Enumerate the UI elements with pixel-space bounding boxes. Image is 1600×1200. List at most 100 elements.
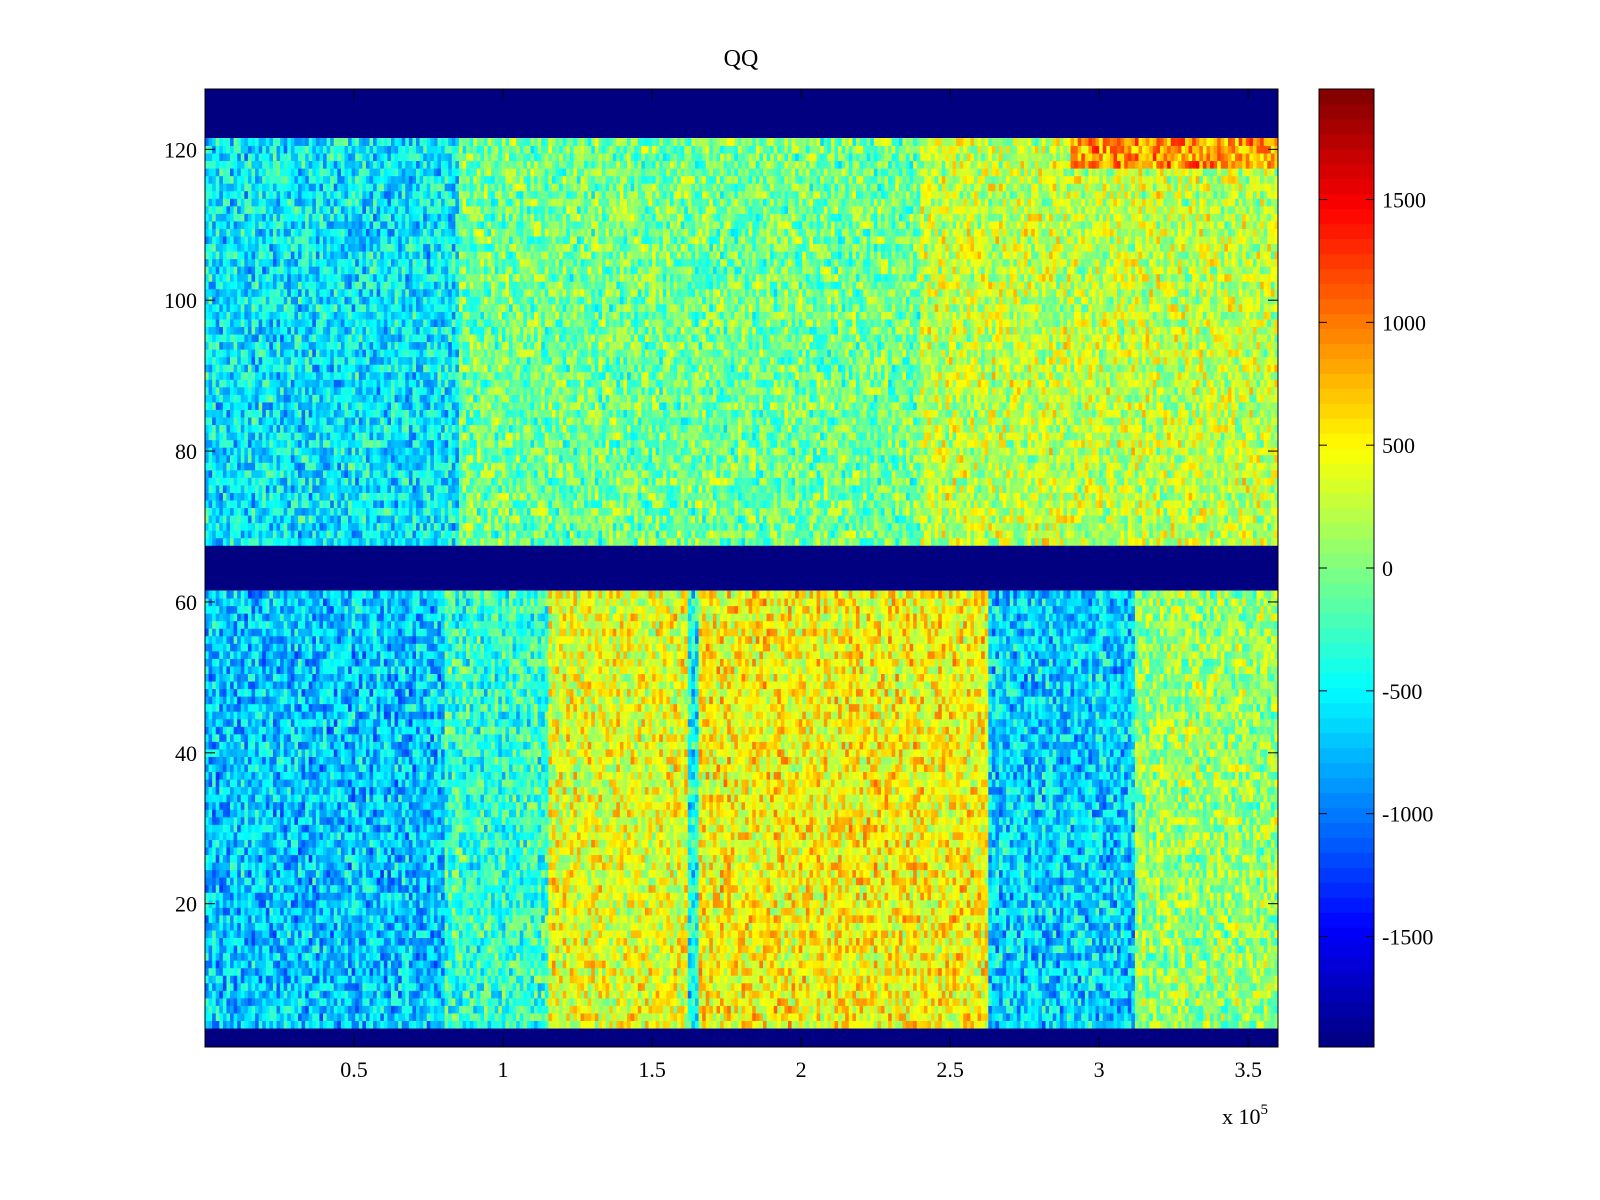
heatmap-cell	[258, 620, 263, 629]
heatmap-cell	[394, 741, 399, 750]
heatmap-cell	[476, 832, 481, 840]
heatmap-cell	[269, 711, 274, 720]
heatmap-cell	[251, 945, 256, 954]
heatmap-cell	[247, 598, 252, 607]
heatmap-cell	[412, 696, 417, 705]
heatmap-cell	[487, 854, 492, 863]
heatmap-cell	[305, 824, 310, 833]
heatmap-cell	[205, 590, 209, 599]
heatmap-cell	[240, 801, 245, 810]
heatmap-cell	[423, 681, 428, 690]
heatmap-cell	[315, 635, 320, 644]
heatmap-cell	[444, 711, 449, 720]
heatmap-cell	[351, 884, 356, 893]
heatmap-cell	[326, 914, 331, 923]
heatmap-cell	[233, 847, 238, 856]
heatmap-cell	[466, 794, 471, 803]
heatmap-cell	[390, 628, 395, 637]
heatmap-cell	[505, 809, 510, 818]
heatmap-cell	[326, 726, 331, 735]
heatmap-cell	[337, 771, 342, 780]
heatmap-cell	[244, 982, 249, 991]
heatmap-cell	[308, 726, 313, 735]
heatmap-cell	[423, 1013, 428, 1021]
heatmap-cell	[315, 922, 320, 931]
heatmap-cell	[355, 718, 360, 727]
heatmap-cell	[237, 922, 242, 931]
heatmap-cell	[473, 628, 478, 637]
heatmap-cell	[412, 605, 417, 614]
heatmap-cell	[355, 1005, 360, 1014]
heatmap-cell	[315, 673, 320, 682]
heatmap-cell	[226, 635, 231, 644]
heatmap-cell	[458, 847, 463, 856]
heatmap-cell	[476, 945, 481, 954]
heatmap-cell	[444, 613, 449, 622]
heatmap-cell	[222, 688, 227, 697]
heatmap-cell	[498, 960, 503, 969]
heatmap-cell	[401, 854, 406, 863]
heatmap-cell	[509, 922, 513, 931]
heatmap-cell	[337, 726, 342, 735]
heatmap-cell	[466, 809, 471, 818]
heatmap-cell	[276, 862, 281, 871]
heatmap-cell	[272, 990, 277, 999]
heatmap-cell	[491, 847, 496, 856]
heatmap-cell	[469, 862, 474, 871]
heatmap-cell	[430, 779, 435, 788]
heatmap-cell	[416, 605, 420, 614]
heatmap-cell	[412, 1005, 417, 1014]
heatmap-cell	[255, 613, 260, 622]
heatmap-cell	[355, 937, 360, 946]
heatmap-cell	[505, 862, 510, 871]
heatmap-cell	[247, 681, 252, 690]
heatmap-cell	[348, 982, 353, 991]
heatmap-cell	[269, 703, 274, 712]
heatmap-cell	[355, 862, 360, 871]
heatmap-cell	[344, 779, 349, 788]
heatmap-cell	[272, 628, 277, 637]
heatmap-cell	[237, 650, 242, 659]
heatmap-cell	[426, 635, 431, 644]
heatmap-cell	[230, 635, 235, 644]
heatmap-cell	[351, 741, 356, 750]
heatmap-cell	[330, 726, 335, 735]
heatmap-cell	[455, 711, 460, 720]
heatmap-cell	[312, 658, 317, 667]
heatmap-cell	[362, 620, 367, 629]
heatmap-cell	[251, 884, 256, 893]
heatmap-cell	[448, 681, 453, 690]
heatmap-cell	[240, 982, 245, 991]
heatmap-cell	[315, 666, 320, 675]
heatmap-cell	[423, 982, 428, 991]
heatmap-cell	[383, 869, 388, 878]
heatmap-cell	[494, 945, 499, 954]
heatmap-cell	[355, 628, 360, 637]
heatmap-cell	[337, 1013, 342, 1021]
heatmap-cell	[247, 930, 252, 939]
heatmap-cell	[505, 899, 510, 908]
heatmap-cell	[348, 733, 353, 742]
heatmap-cell	[265, 756, 270, 765]
heatmap-cell	[319, 967, 324, 976]
heatmap-cell	[340, 635, 345, 644]
heatmap-cell	[323, 764, 328, 773]
heatmap-cell	[390, 711, 395, 720]
heatmap-cell	[312, 650, 317, 659]
heatmap-cell	[258, 922, 263, 931]
heatmap-cell	[208, 990, 213, 999]
heatmap-cell	[265, 982, 270, 991]
heatmap-cell	[205, 997, 209, 1006]
heatmap-cell	[294, 749, 299, 757]
heatmap-cell	[380, 997, 385, 1006]
heatmap-cell	[290, 967, 295, 976]
heatmap-cell	[430, 824, 435, 833]
heatmap-cell	[348, 658, 353, 667]
heatmap-cell	[240, 711, 245, 720]
heatmap-cell	[416, 733, 420, 742]
heatmap-cell	[219, 726, 224, 735]
heatmap-cell	[476, 635, 481, 644]
heatmap-cell	[269, 681, 274, 690]
heatmap-cell	[258, 892, 263, 901]
heatmap-cell	[312, 854, 317, 863]
